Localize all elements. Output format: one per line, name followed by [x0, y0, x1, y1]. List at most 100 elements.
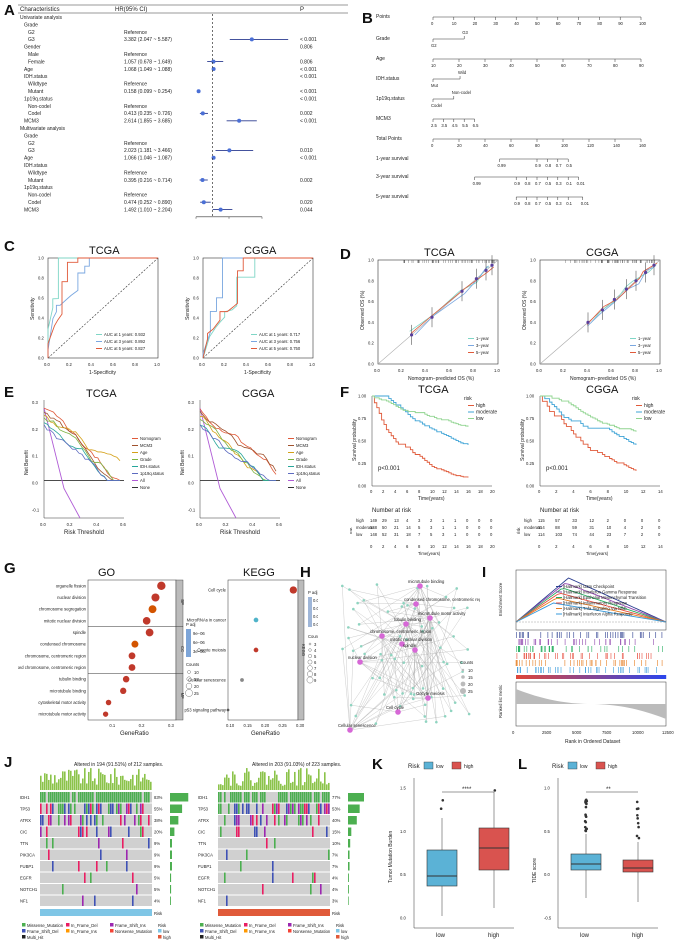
oncoprint-risk-label: Risk — [154, 911, 163, 916]
km-x-tick: 6 — [589, 489, 592, 494]
go-term-label: condensed chromosome, centromeric region — [18, 665, 87, 670]
oncoprint-cell — [144, 792, 146, 803]
roc-y-tick: 0.6 — [193, 296, 199, 301]
km-legend-label: high — [644, 403, 654, 409]
forest-row-hr: Reference — [124, 52, 147, 58]
oncoprint-legend-swatch — [110, 929, 114, 933]
network-gene-node — [374, 722, 378, 725]
network-edge — [422, 617, 431, 689]
network-term-label: spindle — [403, 643, 417, 648]
go-frame — [87, 579, 177, 721]
nomogram-tick-label: 10 — [452, 21, 457, 26]
calib-point — [484, 268, 488, 272]
oncoprint-cell — [132, 895, 134, 906]
oncoprint-legend-label: Missense_Mutation — [205, 923, 242, 928]
forest-row-p: < 0.001 — [300, 89, 317, 95]
roc-legend-label: AUC at 5 years: 0.827 — [104, 346, 146, 351]
oncoprint-cell — [100, 849, 102, 860]
oncoprint-legend-swatch — [110, 923, 114, 927]
km-xlabel: Time(years) — [586, 496, 613, 502]
oncoprint-cell — [68, 815, 70, 826]
go-term-label: microtubule binding — [50, 688, 87, 693]
oncoprint-tmb-bar — [226, 774, 228, 790]
km-risk-value: 59 — [572, 525, 577, 530]
forest-row-label: 1p19q.status — [24, 185, 53, 191]
oncoprint-tmb-bar — [92, 781, 94, 790]
go-dot — [120, 687, 127, 694]
oncoprint-cell — [226, 849, 228, 860]
oncoprint-cell — [300, 803, 302, 814]
oncoprint-cell — [310, 815, 312, 826]
calib-curve — [590, 264, 657, 324]
oncoprint-cell — [288, 803, 290, 814]
oncoprint-pct: 40% — [332, 818, 341, 823]
oncoprint-side-bar — [170, 850, 172, 859]
network-term-node — [357, 659, 363, 665]
nomogram-row-label: 5-year survival — [376, 194, 409, 200]
go-group-label: BP — [180, 599, 185, 605]
oncoprint-tmb-bar — [324, 772, 326, 790]
oncoprint-tmb-bar — [126, 780, 128, 790]
km-x-tick: 18 — [478, 489, 483, 494]
oncoprint-tmb-bar — [84, 768, 86, 790]
oncoprint-gene: ATRX — [198, 818, 209, 823]
nomogram-tick-label: 0.01 — [581, 201, 590, 206]
km-risk-row-name: high — [356, 518, 365, 523]
roc-y-tick: 0.0 — [38, 356, 44, 361]
oncoprint-cell — [230, 792, 232, 803]
oncoprint-tmb-bar — [62, 771, 64, 790]
oncoprint-cell — [292, 792, 294, 803]
network-edge — [349, 650, 354, 731]
oncoprint-cell — [62, 803, 64, 814]
nomogram-tick-label: 5.5 — [462, 123, 468, 128]
go-group-strip — [175, 673, 184, 721]
km-legend-title: risk — [632, 396, 640, 402]
network-term-node — [399, 641, 405, 647]
km-risk-x-tick: 2 — [555, 544, 558, 549]
oncoprint-tmb-bar — [308, 774, 310, 790]
boxplot-box — [478, 827, 510, 871]
oncoprint-side-bar — [348, 839, 351, 848]
oncoprint-cell — [136, 803, 138, 814]
forest-row-label: Grade — [24, 133, 38, 139]
boxplot-legend-title: Risk — [552, 764, 565, 770]
network-gene-node — [444, 595, 448, 599]
nomogram-tick-label: 0.8 — [545, 163, 551, 168]
oncoprint-cell — [262, 792, 264, 803]
oncoprint-cell — [74, 792, 76, 803]
oncoprint-cell — [46, 838, 48, 849]
km-y-tick: 0.00 — [358, 484, 367, 489]
forest-row-label: Age — [24, 156, 33, 162]
roc-y-tick: 0.8 — [193, 276, 199, 281]
dca-title: TCGA — [86, 388, 117, 400]
boxplot-y-tick: -0.5 — [544, 916, 552, 921]
network-edge — [348, 637, 361, 663]
dca-legend-label: All — [296, 478, 301, 483]
oncoprint-cell — [52, 861, 54, 872]
oncoprint-cell — [256, 803, 258, 814]
nomogram-tick-label: 140 — [613, 143, 621, 148]
oncoprint-row-bg — [40, 838, 152, 849]
oncoprint-cell — [110, 803, 112, 814]
oncoprint-tmb-bar — [112, 783, 114, 790]
oncoprint-tmb-bar — [244, 772, 246, 790]
oncoprint-cell — [96, 861, 98, 872]
network-gene-node — [420, 625, 424, 628]
oncoprint-row-bg — [40, 872, 152, 883]
oncoprint-risk-legend-label: high — [163, 935, 172, 940]
oncoprint-tmb-bar — [80, 783, 82, 790]
network-gene-node — [452, 635, 455, 638]
oncoprint-cell — [118, 803, 120, 814]
kegg-counts-dot — [308, 648, 312, 652]
panel-label-k: K — [372, 756, 383, 773]
kegg-x-tick: 0.10 — [226, 723, 235, 728]
oncoprint-cell — [90, 815, 92, 826]
network-edge — [364, 585, 421, 654]
oncoprint-cell — [328, 792, 330, 803]
oncoprint-cell — [40, 792, 42, 803]
network-term-label: condensed chromosome, centromeric region — [404, 597, 480, 602]
km-risk-value: 52 — [382, 532, 387, 537]
km-risk-x-tick: 12 — [442, 544, 447, 549]
forest-row-p: < 0.001 — [300, 67, 317, 73]
gsea-es-curve — [515, 583, 667, 623]
